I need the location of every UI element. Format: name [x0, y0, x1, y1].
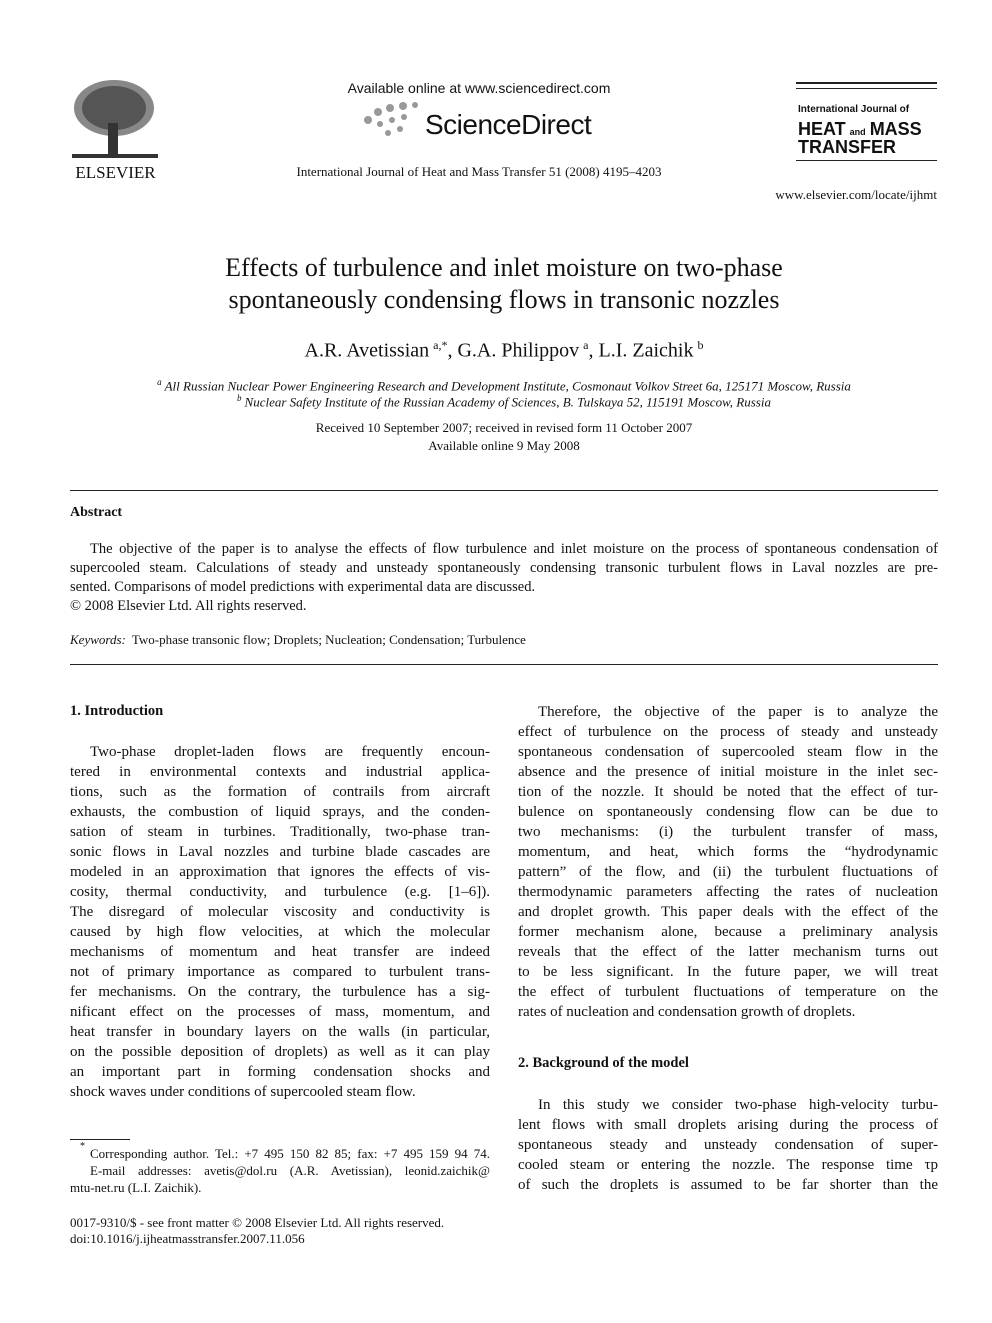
text-line: The disregard of molecular viscosity and…	[70, 904, 490, 920]
journal-logo-transfer: TRANSFER	[798, 137, 896, 157]
date: Received 10 September 2007; received in …	[315, 420, 693, 435]
text-line: and droplet growth. This paper deals wit…	[518, 904, 938, 920]
affiliation-text: Nuclear Safety Institute of the Russian …	[244, 394, 771, 410]
text-line: heat transfer in boundary layers on the …	[70, 1024, 490, 1040]
divider	[70, 490, 938, 491]
text-line: an important part in forming condensatio…	[70, 1064, 490, 1080]
text-line: former mechanism alone, because a prelim…	[518, 924, 938, 940]
text-line: Therefore, the objective of the paper is…	[538, 704, 938, 720]
author-affiliation-marker: b	[697, 338, 704, 352]
text-line: cooled steam or entering the nozzle. The…	[518, 1157, 938, 1173]
text-line: nificant effect on the processes of mass…	[70, 1004, 490, 1020]
footnote-line: Corresponding author. Tel.: +7 495 150 8…	[90, 1146, 490, 1161]
text-line: caused by high flow velocities, at which…	[70, 924, 490, 940]
logo-mass: MASS	[869, 119, 922, 139]
footnote-line: mtu-net.ru (L.I. Zaichik).	[70, 1180, 202, 1195]
text-line: pattern” of the flow, and (ii) the turbu…	[518, 864, 938, 880]
abstract-line: supercooled steam. Calculations of stead…	[70, 560, 938, 576]
citation: International Journal of Heat and Mass T…	[296, 164, 662, 179]
text-line: bulence on spontaneously condensing flow…	[518, 804, 938, 820]
text-line: fer mechanisms. On the contrary, the tur…	[70, 984, 490, 1000]
front-matter: doi:10.1016/j.ijheatmasstransfer.2007.11…	[70, 1231, 305, 1246]
text-line: mechanisms of momentum and heat transfer…	[70, 944, 490, 960]
footnote-line: E-mail addresses: avetis@dol.ru (A.R. Av…	[90, 1163, 490, 1178]
text-line: thermodynamic parameters affecting the r…	[518, 884, 938, 900]
section-heading: 2. Background of the model	[518, 1055, 689, 1071]
text-line: on the possible deposition of droplets) …	[70, 1044, 490, 1060]
elsevier-tree-logo	[72, 80, 158, 158]
front-matter: 0017-9310/$ - see front matter © 2008 El…	[70, 1215, 445, 1230]
abstract-copyright: © 2008 Elsevier Ltd. All rights reserved…	[70, 598, 307, 614]
affiliation: a All Russian Nuclear Power Engineering R…	[104, 377, 904, 394]
text-line: the effect of turbulent fluctuations of …	[518, 984, 938, 1000]
text-line: exhausts, the combustion of liquid spray…	[70, 804, 490, 820]
author-name: , G.A. Philippov	[447, 339, 580, 362]
text-line: sonic flows in Laval nozzles and turbine…	[70, 844, 490, 860]
section-heading: 1. Introduction	[70, 703, 164, 719]
journal-logo-line1: International Journal of	[798, 104, 910, 115]
text-line: spontaneous condensation of supercooled …	[518, 744, 938, 760]
text-line: rates of nucleation and condensation gro…	[518, 1004, 856, 1020]
journal-url: www.elsevier.com/locate/ijhmt	[775, 187, 937, 202]
sciencedirect-logo-text: ScienceDirect	[425, 109, 592, 140]
keywords-text: Two-phase transonic flow; Droplets; Nucl…	[131, 632, 526, 647]
footnote-rule	[70, 1139, 130, 1140]
logo-rule	[796, 88, 937, 89]
text-line: absence and the presence of initial mois…	[518, 764, 938, 780]
text-line: two mechanisms: (i) the turbulent transf…	[518, 824, 938, 840]
text-line: tered in environmental contexts and indu…	[70, 764, 490, 780]
text-line: to be less significant. In the future pa…	[518, 964, 938, 980]
abstract-heading: Abstract	[70, 505, 123, 520]
affiliation-marker: b	[237, 393, 242, 403]
text-line: In this study we consider two-phase high…	[538, 1097, 938, 1113]
text-line: tion of the nozzle. It should be noted t…	[518, 784, 938, 800]
abstract-body: The objective of the paper is to analyse…	[70, 540, 938, 616]
text-line: tions, such as the formation of contrail…	[70, 784, 490, 800]
abstract-line: The objective of the paper is to analyse…	[90, 541, 938, 557]
text-line: cosity, thermal conductivity, and turbul…	[70, 884, 490, 900]
paragraph: Therefore, the objective of the paper is…	[518, 702, 938, 1022]
text-line: shock waves under conditions of supercoo…	[70, 1084, 416, 1100]
logo-rule	[796, 160, 937, 161]
available-online: Available online at www.sciencedirect.co…	[347, 80, 611, 96]
abstract-line: sented. Comparisons of model predictions…	[70, 579, 536, 595]
text-line: sation of steam in turbines. Traditional…	[70, 824, 490, 840]
publisher: ELSEVIER	[75, 163, 156, 182]
text-line: lent flows with small droplets arising d…	[518, 1117, 938, 1133]
text-line: of such the droplets is assumed to be fa…	[518, 1177, 938, 1193]
text-line: modeled in an approximation that ignores…	[70, 864, 490, 880]
logo-and: and	[849, 127, 866, 137]
logo-rule	[796, 82, 937, 84]
journal-logo-heat-mass: HEAT and MASS	[798, 119, 922, 140]
text-line: not of primary importance as compared to…	[70, 964, 490, 980]
author-affiliation-marker: a	[583, 338, 589, 352]
text-line: momentum, and heat, which forms the “hyd…	[518, 844, 938, 860]
text-line: Two-phase droplet-laden flows are freque…	[90, 744, 490, 760]
footnote: Corresponding author. Tel.: +7 495 150 8…	[70, 1145, 490, 1196]
affiliation-marker: a	[157, 377, 162, 387]
author-name: , L.I. Zaichik	[588, 339, 694, 362]
footnote-marker: *	[80, 1141, 85, 1152]
text-line: reveals that the effect of the latter me…	[518, 944, 938, 960]
keywords-label: Keywords:	[70, 632, 126, 647]
paragraph: Two-phase droplet-laden flows are freque…	[70, 742, 490, 1102]
author-name: A.R. Avetissian	[304, 339, 430, 362]
paragraph: In this study we consider two-phase high…	[518, 1095, 938, 1195]
title: Effects of turbulence and inlet moisture…	[225, 253, 783, 314]
sciencedirect-dots	[364, 102, 418, 136]
logo-heat: HEAT	[798, 119, 846, 139]
affiliation: b Nuclear Safety Institute of the Russian…	[104, 393, 904, 410]
divider	[70, 664, 938, 665]
authors: A.R. Avetissian a,*, G.A. Philippov a, L.I…	[104, 338, 904, 363]
affiliation-text: All Russian Nuclear Power Engineering Re…	[164, 378, 851, 394]
date: Available online 9 May 2008	[428, 438, 580, 453]
text-line: effect of turbulence on the process of s…	[518, 724, 938, 740]
keywords: Keywords: Two-phase transonic flow; Dropl…	[70, 632, 526, 648]
author-affiliation-marker: a,*	[433, 338, 448, 352]
text-line: spontaneous steady and unsteady condensa…	[518, 1137, 938, 1153]
